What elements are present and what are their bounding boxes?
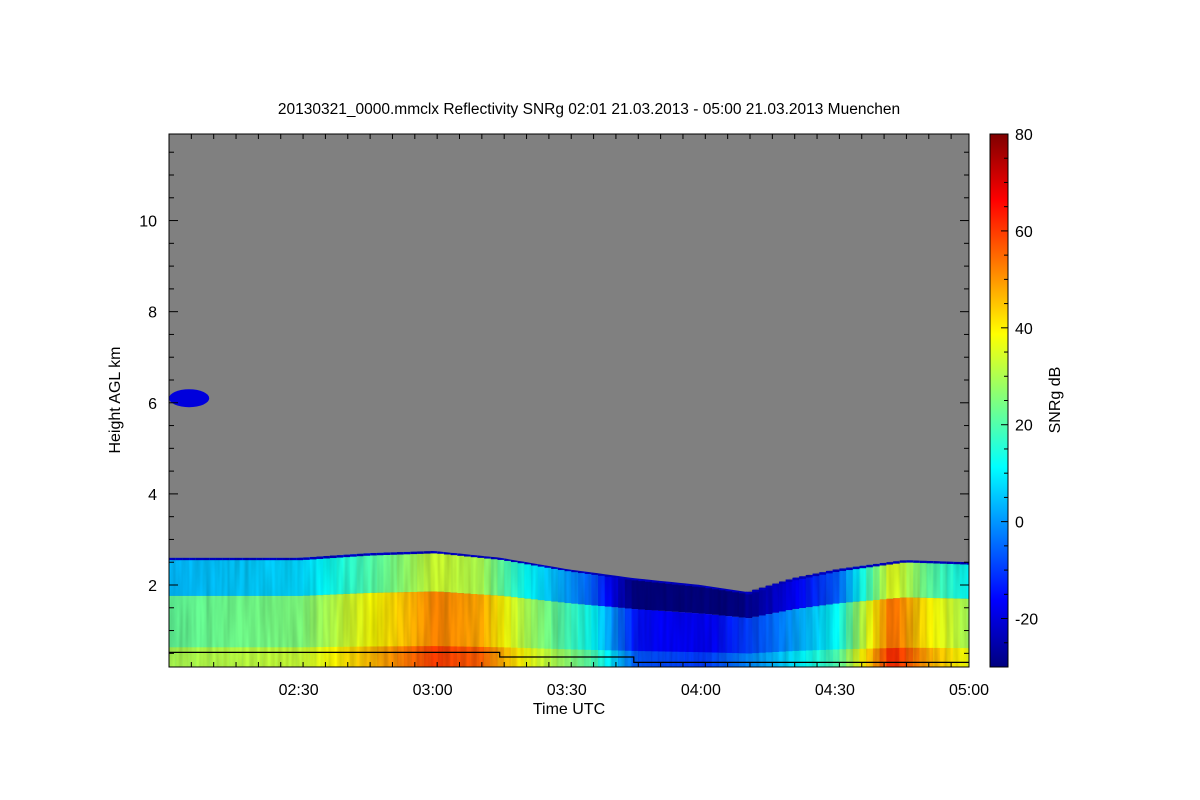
x-axis-label: Time UTC <box>533 701 605 718</box>
y-tick-label: 4 <box>148 487 157 504</box>
colorbar-tick-label: 40 <box>1015 321 1033 338</box>
colorbar-tick-label: 80 <box>1015 127 1033 144</box>
colorbar-tick-label: -20 <box>1015 612 1038 629</box>
x-axis: 02:30 03:00 03:30 04:00 04:30 05:00 <box>168 134 989 699</box>
colorbar-tick-label: 60 <box>1015 224 1033 241</box>
y-tick-label: 2 <box>148 578 157 595</box>
colorbar-tick-label: 20 <box>1015 418 1033 435</box>
y-axis: 2 4 6 8 10 <box>139 151 969 654</box>
x-tick-label: 04:30 <box>815 682 855 699</box>
y-axis-label: Height AGL km <box>107 346 124 453</box>
cloud-patch <box>169 389 210 408</box>
plot-frame <box>168 133 970 668</box>
melting-layer-line <box>169 651 969 664</box>
plot-area <box>168 133 970 668</box>
y-tick-label: 8 <box>148 305 157 322</box>
y-tick-label: 6 <box>148 396 157 413</box>
x-tick-label: 03:30 <box>547 682 587 699</box>
echo-layer <box>169 134 969 667</box>
x-tick-label: 05:00 <box>949 682 989 699</box>
y-tick-label: 10 <box>139 214 157 231</box>
x-tick-label: 02:30 <box>279 682 319 699</box>
chart-title: 20130321_0000.mmclx Reflectivity SNRg 02… <box>278 101 900 118</box>
x-tick-label: 04:00 <box>681 682 721 699</box>
colorbar-label: SNRg dB <box>1047 367 1064 434</box>
colorbar-tick-label: 0 <box>1015 515 1024 532</box>
x-tick-label: 03:00 <box>413 682 453 699</box>
clear-sky-region <box>169 134 969 592</box>
colorbar: -20 0 20 40 60 80 SNRg dB <box>989 127 1064 668</box>
colorbar-ticks: -20 0 20 40 60 80 <box>1001 127 1038 668</box>
